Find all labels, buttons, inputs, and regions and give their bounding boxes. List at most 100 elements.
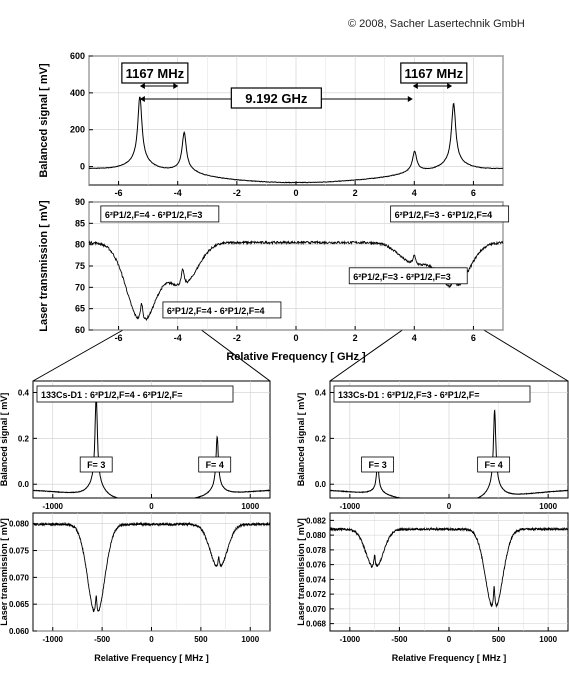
series-line — [88, 96, 504, 184]
y-axis-label: Balanced signal [ mV] — [0, 393, 9, 487]
y-tick-label: 0.070 — [9, 573, 30, 582]
x-tick-label: -4 — [174, 188, 182, 198]
zoom-line — [483, 329, 569, 382]
x-tick-label: -500 — [391, 635, 408, 644]
y-tick-label: 0.082 — [306, 516, 327, 525]
x-tick-label: -1000 — [340, 635, 361, 644]
f-label: F= 4 — [484, 460, 502, 470]
y-tick-label: 80 — [75, 240, 85, 250]
x-tick-label: 500 — [492, 635, 506, 644]
range-label: 1167 MHz — [126, 66, 185, 81]
y-axis-label: Balanced signal [ mV] — [296, 393, 306, 487]
y-tick-label: 75 — [75, 261, 85, 271]
y-tick-label: 0.070 — [306, 605, 327, 614]
f-label-box — [79, 456, 113, 473]
transition-label: 6²P1/2,F=4 - 6²P1/2,F=4 — [167, 306, 265, 316]
x-tick-label: 1000 — [241, 635, 259, 644]
x-tick-label: 6 — [471, 188, 476, 198]
y-tick-label: 0.0 — [18, 480, 30, 489]
x-tick-label: 1000 — [241, 502, 259, 511]
x-tick-label: 500 — [194, 635, 208, 644]
y-tick-label: 0.074 — [306, 575, 327, 584]
y-tick-label: 400 — [70, 88, 85, 98]
x-axis-label: Relative Frequency [ MHz ] — [94, 653, 209, 663]
y-tick-label: 90 — [75, 197, 85, 207]
y-axis-label: Laser transmission [ mV] — [38, 200, 50, 332]
y-tick-label: 600 — [70, 51, 85, 61]
y-axis-label: Balanced signal [ mV] — [38, 63, 50, 178]
f-label: F= 4 — [206, 460, 224, 470]
x-axis-label: Relative Frequency [ GHz ] — [226, 351, 366, 363]
x-tick-label: -2 — [233, 333, 241, 343]
chart-detail-left-transmission: -1000 -500 0 500 1000 0.060 0.065 0.070 0.075 0.0… — [0, 512, 271, 663]
range-label-box — [230, 87, 322, 109]
x-tick-label: 4 — [412, 188, 417, 198]
y-tick-label: 0.4 — [315, 388, 327, 397]
x-tick-label: 2 — [353, 188, 358, 198]
zoom-connector-lines — [32, 329, 569, 382]
chart-detail-right-balanced: -1000 0 1000 0.0 0.2 0.4 Balanced signal [ mV]… — [296, 380, 569, 511]
x-tick-label: 1000 — [539, 635, 557, 644]
y-tick-label: 0.2 — [315, 434, 327, 443]
range-label: 9.192 GHz — [245, 91, 308, 106]
chart-overview-transmission: -6 -4 -2 0 2 4 6 60 65 70 75 80 85 90 Laser transmissi… — [38, 197, 510, 363]
y-tick-label: 0.068 — [306, 620, 327, 629]
y-tick-label: 0 — [80, 162, 85, 172]
y-tick-label: 0.080 — [306, 531, 327, 540]
transition-label-box — [162, 301, 282, 319]
chart-title: 133Cs-D1 : 6²P1/2,F=4 - 6²P1/2,F= — [41, 390, 183, 400]
chart-detail-left-balanced: -1000 0 1000 0.0 0.2 0.4 Balanced signal [ mV]… — [0, 380, 271, 511]
arrow-head-left — [412, 83, 418, 89]
y-tick-label: 0.0 — [315, 480, 327, 489]
y-tick-label: 70 — [75, 282, 85, 292]
range-label-box — [121, 62, 189, 84]
arrow-head-right — [173, 83, 179, 89]
x-tick-label: -500 — [94, 635, 111, 644]
chart-overview-balanced: -6 -4 -2 0 2 4 6 0 200 400 600 Balanced signal [ mV… — [38, 51, 504, 198]
y-tick-label: 0.060 — [9, 627, 30, 636]
copyright-note: © 2008, Sacher Lasertechnik GmbH — [348, 18, 525, 30]
x-tick-label: 0 — [149, 502, 154, 511]
series-line — [32, 395, 271, 499]
series-line — [329, 526, 569, 609]
x-tick-label: 2 — [353, 333, 358, 343]
arrow-head-left — [139, 83, 145, 89]
x-tick-label: -1000 — [340, 502, 361, 511]
y-tick-label: 0.065 — [9, 600, 30, 609]
zoom-line — [201, 329, 271, 382]
zoom-line — [32, 329, 124, 382]
zoom-line — [329, 329, 403, 382]
y-tick-label: 0.080 — [9, 520, 30, 529]
y-axis-label: Laser transmission [ mV] — [0, 518, 9, 626]
y-tick-label: 60 — [75, 325, 85, 335]
f-label-box — [361, 456, 395, 473]
series-line — [330, 409, 569, 499]
x-tick-label: -1000 — [43, 635, 64, 644]
f-label: F= 3 — [87, 460, 105, 470]
transition-label-box — [348, 267, 468, 285]
transition-label-box — [100, 205, 220, 223]
x-tick-label: 6 — [471, 333, 476, 343]
chart-title: 133Cs-D1 : 6²P1/2,F=3 - 6²P1/2,F= — [338, 390, 480, 400]
x-tick-label: -1000 — [43, 502, 64, 511]
y-tick-label: 0.072 — [306, 590, 327, 599]
transition-label-box — [390, 205, 510, 223]
x-tick-label: -4 — [174, 333, 182, 343]
x-tick-label: 0 — [447, 635, 452, 644]
y-tick-label: 0.075 — [9, 547, 30, 556]
x-tick-label: -6 — [115, 188, 123, 198]
arrow-head-right — [407, 96, 413, 102]
range-label-box — [400, 62, 468, 84]
f-label-box — [477, 456, 511, 473]
y-tick-label: 85 — [75, 218, 85, 228]
transition-label: 6²P1/2,F=3 - 6²P1/2,F=3 — [353, 272, 451, 282]
f-label: F= 3 — [368, 460, 386, 470]
y-tick-label: 65 — [75, 304, 85, 314]
series-line — [32, 521, 271, 613]
y-tick-label: 0.078 — [306, 546, 327, 555]
y-axis-label: Laser transmission [ mV] — [296, 518, 306, 626]
x-tick-label: 0 — [149, 635, 154, 644]
y-tick-label: 0.4 — [18, 388, 30, 397]
title-box — [333, 385, 531, 403]
